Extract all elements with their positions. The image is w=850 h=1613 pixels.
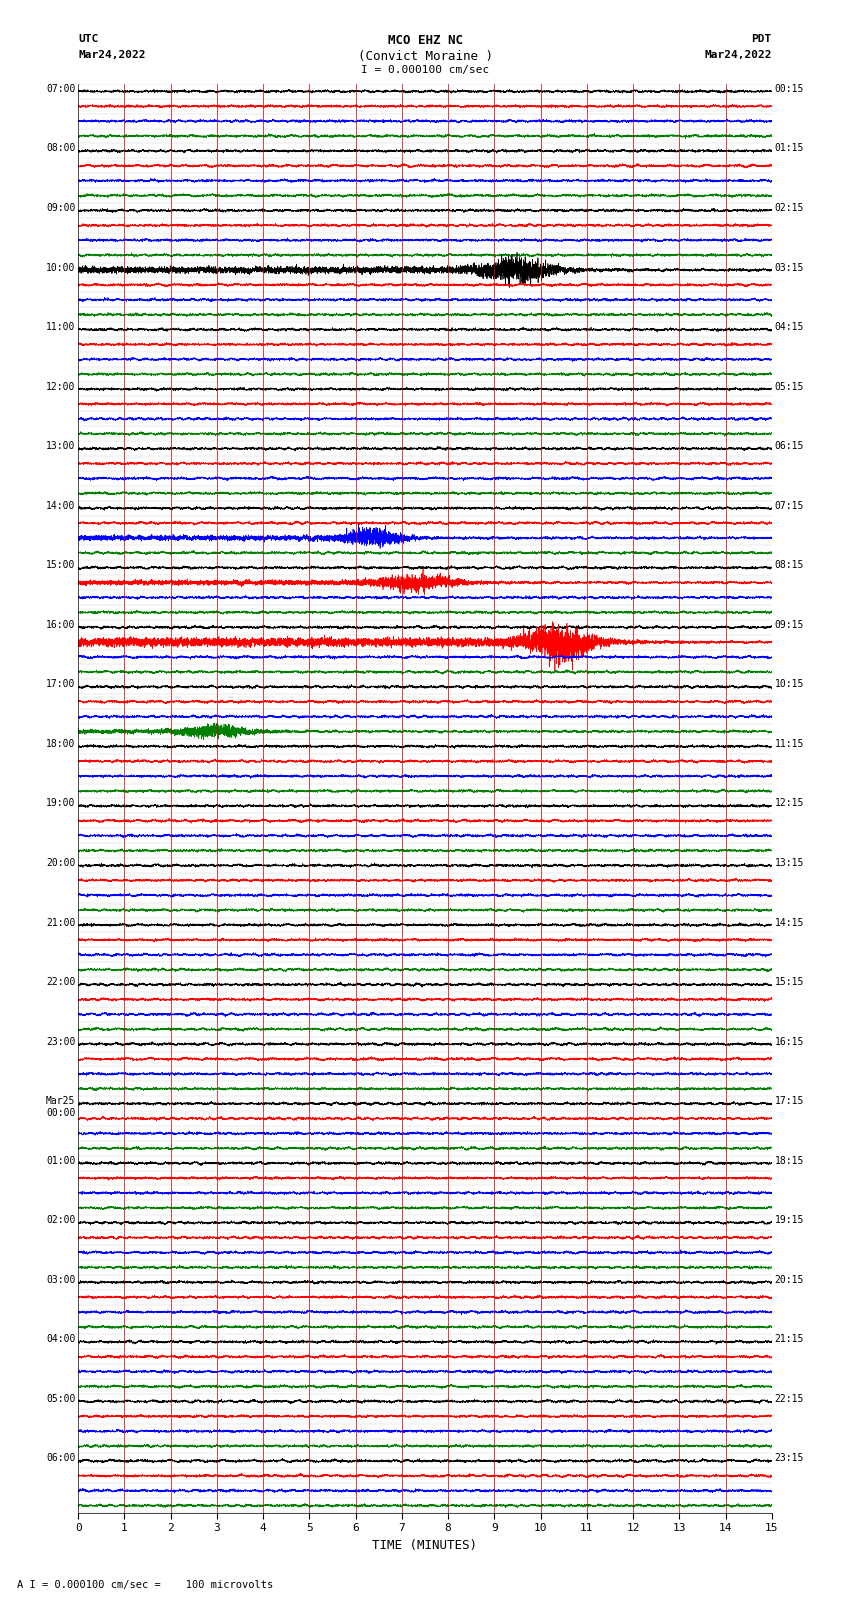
Text: MCO EHZ NC: MCO EHZ NC bbox=[388, 34, 462, 47]
Text: I = 0.000100 cm/sec: I = 0.000100 cm/sec bbox=[361, 65, 489, 74]
Text: Mar24,2022: Mar24,2022 bbox=[705, 50, 772, 60]
Text: (Convict Moraine ): (Convict Moraine ) bbox=[358, 50, 492, 63]
Text: UTC: UTC bbox=[78, 34, 99, 44]
Text: PDT: PDT bbox=[751, 34, 772, 44]
Text: A I = 0.000100 cm/sec =    100 microvolts: A I = 0.000100 cm/sec = 100 microvolts bbox=[17, 1581, 273, 1590]
X-axis label: TIME (MINUTES): TIME (MINUTES) bbox=[372, 1539, 478, 1552]
Text: Mar24,2022: Mar24,2022 bbox=[78, 50, 145, 60]
